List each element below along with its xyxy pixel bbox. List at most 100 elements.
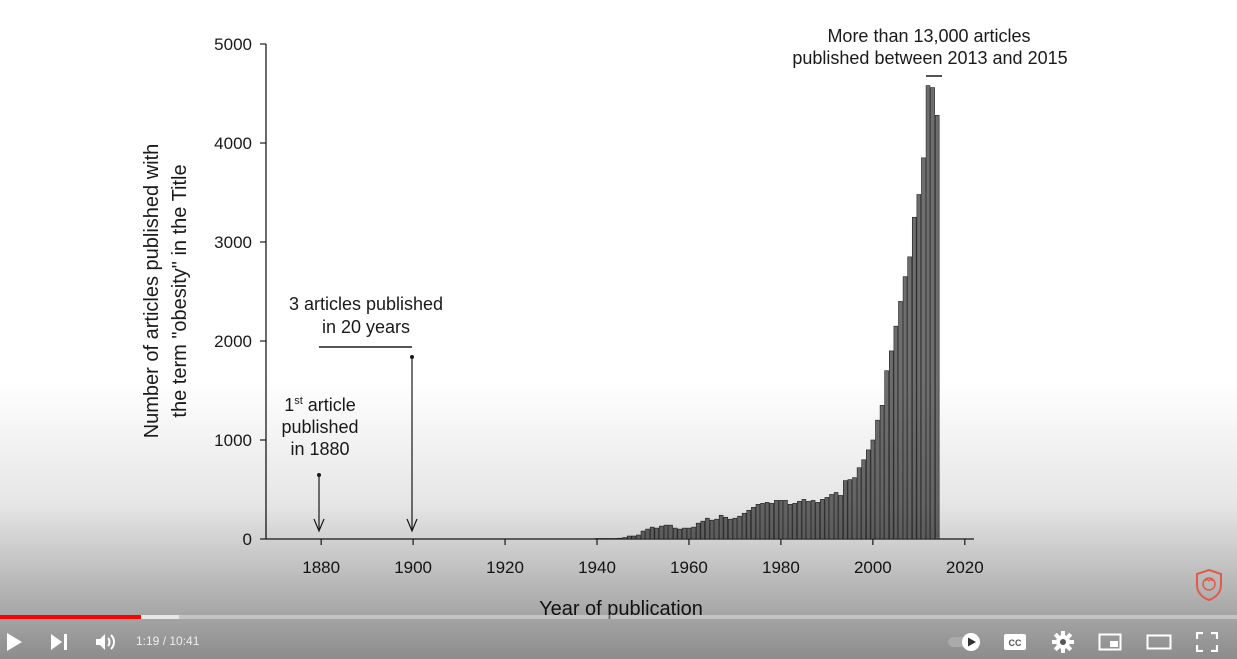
annotation-first-article-number: 1 [284, 395, 294, 415]
x-tick-label-2000: 2000 [854, 558, 892, 577]
bar-1941 [599, 538, 604, 540]
progress-bar[interactable] [0, 615, 1237, 619]
bar-1967 [718, 514, 724, 540]
bar-2014 [934, 114, 940, 540]
bar-2006 [898, 301, 903, 540]
play-icon [7, 633, 22, 651]
bar-1944 [613, 538, 618, 540]
channel-watermark-icon[interactable] [1194, 568, 1224, 602]
bar-1943 [608, 538, 614, 540]
bar-1999 [866, 449, 871, 540]
bar-2009 [911, 216, 917, 540]
bar-1982 [787, 504, 793, 540]
y-tick-label-3000: 3000 [214, 233, 252, 252]
bar-1989 [820, 499, 825, 540]
y-tick-label-1000: 1000 [214, 431, 252, 450]
settings-icon [1052, 631, 1074, 653]
bar-1995 [847, 479, 853, 540]
bar-1983 [792, 503, 797, 540]
theater-icon [1146, 634, 1172, 650]
bar-2010 [916, 194, 922, 540]
x-tick-label-1880: 1880 [302, 558, 340, 577]
x-tick-label-2020: 2020 [946, 558, 984, 577]
x-tick-label-1960: 1960 [670, 558, 708, 577]
bar-1981 [783, 500, 788, 540]
duration: 10:41 [169, 634, 200, 648]
x-tick-label-1940: 1940 [578, 558, 616, 577]
bar-1969 [728, 518, 733, 540]
bar-2001 [875, 419, 880, 540]
miniplayer-button[interactable] [1097, 627, 1123, 657]
bar-1958 [677, 528, 683, 540]
bar-1978 [769, 503, 774, 540]
bar-1994 [843, 480, 848, 540]
bar-1979 [774, 500, 779, 540]
bar-2011 [921, 157, 926, 540]
annotation-three-articles-line-2: in 20 years [322, 317, 410, 337]
y-axis-label-line-2: the term "obesity" in the Title [169, 164, 191, 417]
bar-1990 [824, 497, 830, 540]
bar-1975 [755, 504, 761, 540]
autoplay-toggle[interactable] [946, 627, 982, 657]
next-icon [51, 634, 67, 650]
bar-1956 [668, 524, 673, 540]
time-separator: / [159, 634, 170, 648]
x-axis-label: Year of publication [539, 598, 703, 620]
bar-1980 [778, 500, 784, 540]
annotation-top-line-1: More than 13,000 articles [827, 26, 1030, 46]
bar-1947 [626, 535, 632, 540]
bar-1997 [856, 467, 862, 540]
settings-button[interactable] [1050, 627, 1076, 657]
time-display: 1:19 / 10:41 [136, 634, 199, 648]
current-time: 1:19 [136, 634, 160, 648]
y-tick-label-2000: 2000 [214, 332, 252, 351]
annotation-first-article: 1st article published in 1880 [281, 395, 359, 533]
bar-1963 [700, 520, 705, 540]
bar-1940 [594, 538, 600, 540]
bar-1951 [645, 528, 650, 540]
bar-1966 [714, 518, 719, 540]
x-tick-label-1980: 1980 [762, 558, 800, 577]
bar-1960 [686, 527, 692, 540]
theater-mode-button[interactable] [1145, 627, 1173, 657]
player-controls: 1:19 / 10:41 CC [0, 623, 1237, 659]
bar-1954 [659, 525, 664, 540]
bar-1942 [603, 538, 609, 540]
bar-1945 [617, 537, 623, 540]
bar-1957 [672, 527, 678, 540]
bar-2008 [907, 256, 912, 540]
captions-label: CC [1009, 638, 1022, 648]
bar-2000 [870, 439, 876, 540]
bar-1985 [801, 499, 807, 540]
fullscreen-button[interactable] [1194, 627, 1220, 657]
svg-text:1st article: 1st article [284, 395, 356, 415]
bar-1998 [861, 459, 866, 540]
bar-1961 [691, 526, 696, 540]
bar-1986 [806, 501, 811, 540]
captions-button[interactable]: CC [1002, 627, 1028, 657]
bar-1959 [682, 527, 687, 540]
bar-1993 [838, 495, 843, 540]
bar-1972 [741, 512, 747, 540]
bar-1952 [649, 526, 655, 540]
arrow-1900-head [406, 518, 418, 533]
chart-bars [594, 85, 940, 540]
y-tick-label-5000: 5000 [214, 35, 252, 54]
volume-button[interactable] [92, 627, 120, 657]
bar-1973 [746, 509, 751, 540]
progress-played [0, 615, 142, 619]
bar-1992 [833, 492, 839, 540]
bar-1964 [705, 517, 710, 540]
bar-1976 [760, 503, 765, 540]
next-button[interactable] [46, 627, 72, 657]
x-tick-label-1920: 1920 [486, 558, 524, 577]
bar-2004 [888, 350, 894, 540]
bar-1970 [732, 517, 738, 540]
annotation-first-article-line-3: in 1880 [290, 439, 349, 459]
bar-1987 [810, 500, 816, 540]
miniplayer-icon [1098, 633, 1122, 651]
bar-1946 [622, 537, 627, 540]
bar-1955 [663, 524, 669, 540]
play-button[interactable] [2, 627, 26, 657]
